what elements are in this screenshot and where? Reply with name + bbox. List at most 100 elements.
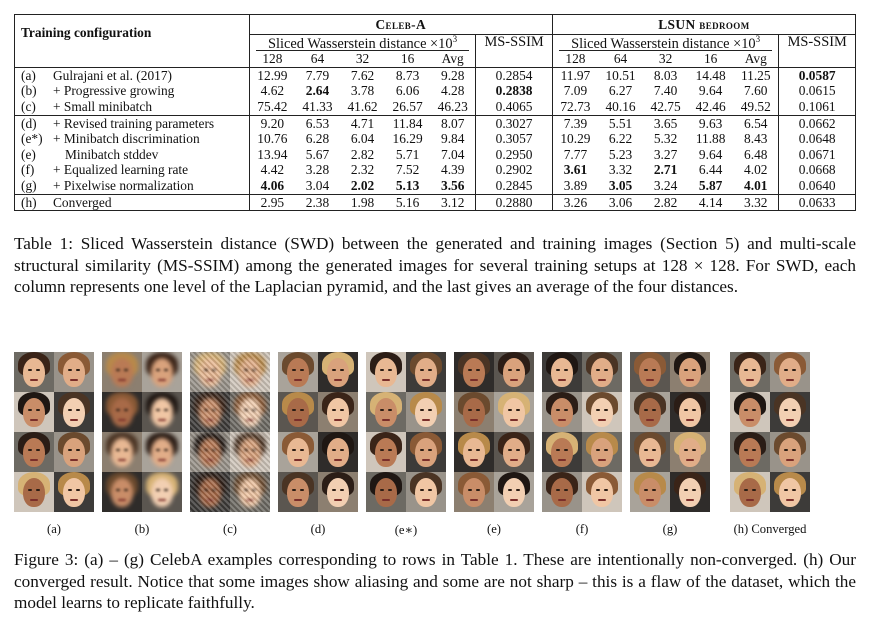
lsun-swd-cell: 2.71 <box>653 162 678 178</box>
face-image <box>454 472 494 512</box>
face-image <box>278 432 318 472</box>
face-grid <box>454 352 534 512</box>
row-tag: (e*) <box>21 131 43 147</box>
face-image <box>230 352 270 392</box>
lsun-swd-cell: 42.46 <box>695 99 726 115</box>
lsun-msssim-cell: 0.0633 <box>778 194 856 211</box>
face-image <box>190 432 230 472</box>
row-name: + Equalized learning rate <box>53 162 189 178</box>
lsun-swd-cell: 3.27 <box>653 146 678 162</box>
celeba-swd-col-16: 16 <box>400 51 415 67</box>
row-tag: (g) <box>21 178 37 194</box>
lsun-msssim-cell: 0.0671 <box>778 146 856 163</box>
panel-label: (e∗) <box>394 523 418 537</box>
face-image <box>278 392 318 432</box>
celeba-swd-cell: 6.28 <box>305 131 330 147</box>
row-tag: (h) <box>21 194 37 210</box>
lsun-swd-cell: 5.23 <box>608 146 633 162</box>
face-image <box>318 352 358 392</box>
figure-panel: (a) <box>14 352 94 536</box>
row-label: (b) + Progressive growing <box>15 83 250 99</box>
celeba-msssim-cell: 0.2838 <box>475 83 553 99</box>
celeba-swd-cell: 5.67 <box>305 146 330 162</box>
celeba-swd-cell: 7.04 <box>441 146 465 162</box>
face-image <box>190 392 230 432</box>
celeba-swd-col-128: 128 <box>248 51 295 68</box>
lsun-swd-cell: 10.29 <box>551 131 599 147</box>
face-image <box>582 432 622 472</box>
table-row: (d) + Revised training parameters 9.20 6.53… <box>14 115 856 132</box>
row-label: (d) + Revised training parameters <box>15 115 250 131</box>
lsun-swd-cell: 9.64 <box>698 83 723 99</box>
face-image <box>406 432 446 472</box>
panel-label: (e) <box>487 522 501 536</box>
face-image <box>54 472 94 512</box>
face-image <box>14 432 54 472</box>
lsun-swd-cell: 72.73 <box>551 98 599 116</box>
celeba-swd-cell: 46.23 <box>437 99 468 115</box>
celeba-swd-cell: 41.33 <box>302 99 333 115</box>
face-image <box>630 472 670 512</box>
lsun-swd-cell: 11.97 <box>551 67 599 84</box>
face-image <box>730 352 770 392</box>
face-grid <box>14 352 94 512</box>
face-image <box>230 472 270 512</box>
table-row: (e) Minibatch stddev 13.94 5.67 2.82 5.71 7.04… <box>15 146 856 163</box>
celeba-msssim-cell: 0.2950 <box>475 146 553 163</box>
row-tag: (f) <box>21 162 35 178</box>
row-label: (e*) + Minibatch discrimination <box>15 131 250 147</box>
row-label: (f) + Equalized learning rate <box>15 162 250 178</box>
celeba-msssim-cell: 0.4065 <box>475 98 553 116</box>
celeba-swd-cell: 2.95 <box>248 194 295 211</box>
row-tag: (a) <box>21 67 36 83</box>
lsun-msssim-cell: 0.0587 <box>778 67 856 84</box>
face-image <box>366 472 406 512</box>
lsun-swd-cell: 7.77 <box>551 146 599 163</box>
face-image <box>102 352 142 392</box>
celeba-swd-cell: 3.28 <box>305 162 330 178</box>
table-row: (h) Converged 2.95 2.38 1.98 5.16 3.12 0.2880 3.… <box>14 194 856 211</box>
table-row: (a) Gulrajani et al. (2017) 12.99 7.79 7.62 8… <box>15 67 856 84</box>
lsun-msssim-header: MS-SSIM <box>778 34 856 68</box>
celeba-msssim-cell: 0.3027 <box>475 115 553 132</box>
celeba-msssim-cell: 0.2902 <box>475 162 553 178</box>
lsun-swd-cell: 14.48 <box>695 67 726 83</box>
lsun-swd-cell: 6.22 <box>608 131 633 147</box>
celeba-swd-cell: 5.71 <box>395 146 420 162</box>
lsun-swd-cell: 5.51 <box>608 115 633 131</box>
lsun-swd-cell: 5.87 <box>698 178 723 194</box>
celeba-swd-cell: 5.13 <box>395 178 420 194</box>
celeba-swd-cell: 4.28 <box>441 83 465 99</box>
lsun-swd-col-16: 16 <box>703 51 718 67</box>
lsun-swd-cell: 8.03 <box>653 67 678 83</box>
face-image <box>54 352 94 392</box>
lsun-swd-cell: 3.65 <box>653 115 678 131</box>
lsun-swd-cell: 6.27 <box>608 83 633 99</box>
celeba-swd-cell: 16.29 <box>392 131 423 147</box>
face-image <box>582 392 622 432</box>
lsun-swd-cell: 6.54 <box>744 115 768 131</box>
face-image <box>318 432 358 472</box>
face-image <box>630 392 670 432</box>
face-image <box>582 472 622 512</box>
celeba-swd-cell: 6.04 <box>350 131 375 147</box>
row-label: (g) + Pixelwise normalization <box>15 178 250 194</box>
face-image <box>454 392 494 432</box>
celeba-swd-cell: 11.84 <box>392 115 423 131</box>
lsun-swd-col-avg: Avg <box>744 51 767 67</box>
face-image <box>542 472 582 512</box>
face-image <box>102 432 142 472</box>
face-grid <box>730 352 810 512</box>
face-grid <box>190 352 270 512</box>
figure-panel: (h) Converged <box>730 352 810 536</box>
celeba-swd-cell: 8.73 <box>395 67 420 83</box>
table-row: (b) + Progressive growing 4.62 2.64 3.78 6.06… <box>15 83 856 99</box>
row-name: Converged <box>53 194 112 210</box>
celeba-swd-cell: 2.32 <box>350 162 375 178</box>
lsun-msssim-cell: 0.0648 <box>778 131 856 147</box>
face-image <box>542 392 582 432</box>
lsun-swd-cell: 4.01 <box>744 178 768 194</box>
celeba-swd-cell: 9.28 <box>441 67 465 83</box>
celeba-msssim-cell: 0.2845 <box>475 177 553 195</box>
panel-label: (g) <box>662 522 678 536</box>
